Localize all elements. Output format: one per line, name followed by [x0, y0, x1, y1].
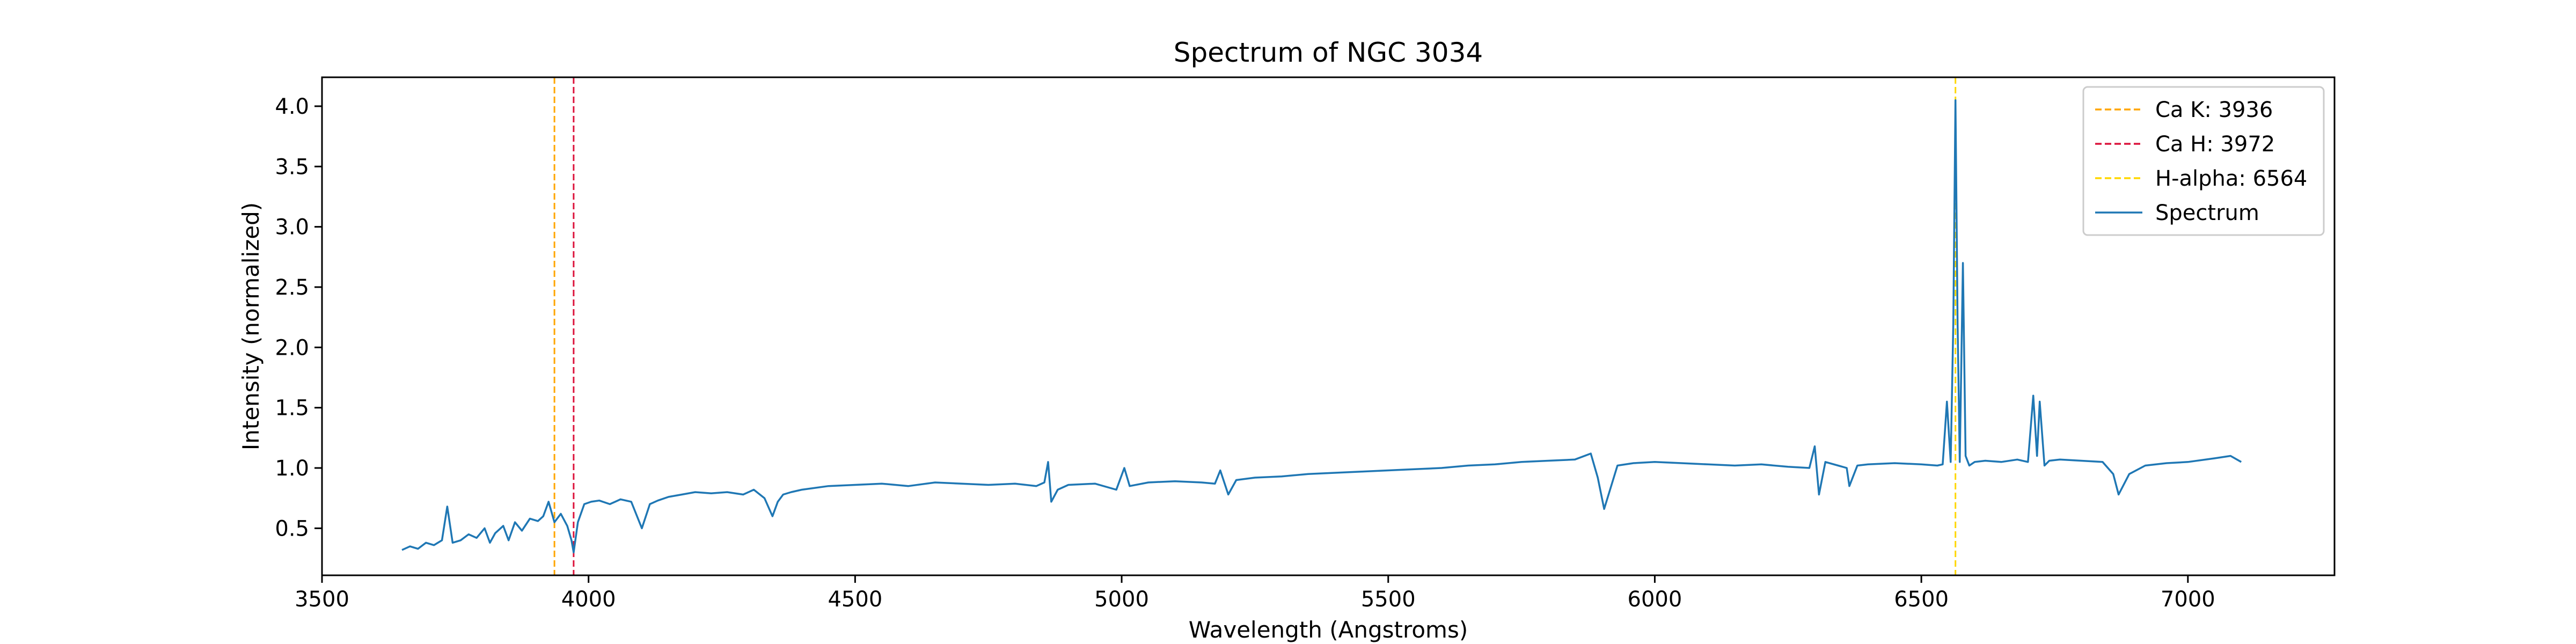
series-layer [401, 99, 2242, 554]
x-tick-label: 4500 [828, 587, 882, 612]
y-tick-label: 3.0 [275, 215, 309, 240]
y-tick-label: 1.0 [275, 456, 309, 481]
series-line-spectrum [401, 99, 2242, 554]
y-axis: 0.5 1.0 1.5 2.0 2.5 3.0 3.5 4.0 [275, 94, 322, 541]
x-axis: 3500 4000 4500 5000 5500 6000 6500 7000 [295, 575, 2215, 612]
x-tick-label: 5500 [1361, 587, 1416, 612]
legend-box [2082, 86, 2325, 236]
y-tick-label: 1.5 [275, 396, 309, 421]
x-tick-label: 5000 [1094, 587, 1149, 612]
axes-frame [321, 76, 2336, 576]
x-axis-label: Wavelength (Angstroms) [1189, 617, 1468, 643]
y-tick-label: 3.5 [275, 155, 309, 179]
legend: Ca K: 3936 Ca H: 3972 H-alpha: 6564 Spectru… [2082, 86, 2325, 236]
legend-label-ca-k-3936: Ca K: 3936 [2155, 98, 2273, 122]
legend-label-ca-h-3972: Ca H: 3972 [2155, 132, 2275, 157]
legend-label-spectrum: Spectrum [2155, 201, 2259, 225]
x-tick-label: 4000 [561, 587, 616, 612]
x-tick-label: 7000 [2161, 587, 2215, 612]
legend-label-h-alpha-6564: H-alpha: 6564 [2155, 166, 2307, 191]
y-tick-label: 0.5 [275, 516, 309, 541]
y-tick-label: 2.0 [275, 335, 309, 360]
y-tick-label: 2.5 [275, 275, 309, 300]
chart-title: Spectrum of NGC 3034 [1174, 37, 1483, 68]
x-tick-label: 6500 [1894, 587, 1949, 612]
x-tick-label: 3500 [295, 587, 349, 612]
y-tick-label: 4.0 [275, 94, 309, 119]
x-tick-label: 6000 [1628, 587, 1682, 612]
y-axis-label: Intensity (normalized) [238, 202, 264, 450]
